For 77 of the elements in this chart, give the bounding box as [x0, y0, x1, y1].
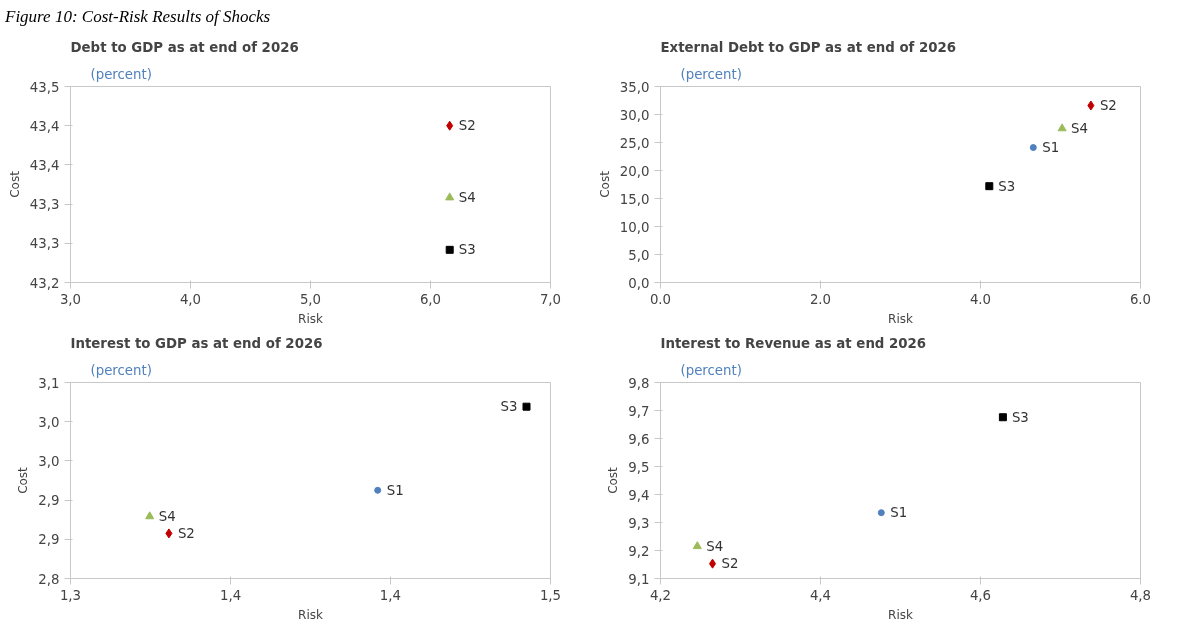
series-label: S3 [500, 399, 518, 415]
y-tick-label: 43,3 [29, 236, 60, 252]
y-tick-label: 9,8 [628, 375, 650, 391]
y-tick-label: 25,0 [619, 135, 650, 151]
y-tick-label: 30,0 [619, 107, 650, 123]
y-axis-title: Cost [597, 170, 612, 198]
series-label: S2 [177, 525, 195, 541]
series-label: S2 [1099, 98, 1117, 114]
chart-title: Debt to GDP as at end of 2026 [70, 39, 299, 55]
y-tick-label: 9,7 [628, 403, 650, 419]
chart-subtitle: (percent) [680, 66, 742, 82]
y-tick-label: 43,2 [29, 275, 60, 291]
y-tick-label: 2,9 [38, 532, 60, 548]
y-tick-label: 35,0 [619, 79, 650, 95]
series-label: S3 [1011, 409, 1029, 425]
series-label: S4 [458, 190, 476, 206]
series-label: S4 [706, 538, 724, 554]
y-tick-label: 2,8 [38, 571, 60, 587]
chart-title: Interest to Revenue as at end 2026 [660, 335, 927, 351]
chart-subtitle: (percent) [90, 66, 152, 82]
x-tick-label: 6.0 [1129, 291, 1152, 307]
x-tick-label: 4,8 [1129, 587, 1152, 603]
x-tick-label: 4,0 [179, 291, 202, 307]
y-tick-label: 43,5 [29, 79, 60, 95]
x-axis-title: Risk [298, 607, 323, 622]
y-tick-label: 20,0 [619, 163, 650, 179]
x-tick-label: 3,0 [59, 291, 82, 307]
series-label: S1 [890, 505, 908, 521]
x-tick-label: 1,3 [59, 587, 82, 603]
series-label: S3 [998, 178, 1016, 194]
y-tick-label: 10,0 [619, 219, 650, 235]
y-tick-label: 9,2 [628, 543, 650, 559]
y-axis-title: Cost [16, 466, 31, 494]
x-tick-label: 1,4 [379, 587, 402, 603]
x-axis-title: Risk [888, 311, 913, 326]
y-tick-label: 3,1 [38, 375, 60, 391]
y-tick-label: 9,5 [628, 459, 650, 475]
x-tick-label: 6,0 [419, 291, 442, 307]
series-label: S4 [158, 508, 176, 524]
x-tick-label: 4,2 [649, 587, 672, 603]
x-tick-label: 7,0 [539, 291, 562, 307]
x-axis-title: Risk [298, 311, 323, 326]
x-tick-label: 2.0 [809, 291, 832, 307]
y-tick-label: 15,0 [619, 191, 650, 207]
chart-subtitle: (percent) [680, 362, 742, 378]
y-tick-label: 43,4 [29, 157, 60, 173]
y-tick-label: 3,0 [38, 453, 60, 469]
x-tick-label: 1,4 [219, 587, 242, 603]
series-label: S2 [721, 556, 739, 572]
y-tick-label: 43,3 [29, 197, 60, 213]
chart-subtitle: (percent) [90, 362, 152, 378]
x-tick-label: 5,0 [299, 291, 322, 307]
chart-title: External Debt to GDP as at end of 2026 [660, 39, 957, 55]
x-axis-title: Risk [888, 607, 913, 622]
y-tick-label: 9,1 [628, 571, 650, 587]
series-label: S4 [1071, 121, 1089, 136]
x-tick-label: 4,4 [809, 587, 832, 603]
chart-title: Interest to GDP as at end of 2026 [70, 335, 323, 351]
y-tick-label: 0,0 [628, 275, 650, 291]
x-tick-label: 1,5 [539, 587, 562, 603]
series-label: S1 [1042, 140, 1060, 156]
y-tick-label: 43,4 [29, 118, 60, 134]
y-tick-label: 5,0 [628, 247, 650, 263]
x-tick-label: 0.0 [649, 291, 672, 307]
y-axis-title: Cost [7, 170, 22, 198]
series-label: S1 [386, 482, 404, 498]
x-tick-label: 4,6 [969, 587, 992, 603]
series-label: S3 [458, 242, 476, 258]
caption: Figure 10: Cost-Risk Results of Shocks [5, 6, 271, 28]
y-tick-label: 2,9 [38, 493, 60, 509]
y-tick-label: 9,6 [628, 431, 650, 447]
x-tick-label: 4.0 [969, 291, 992, 307]
series-label: S2 [458, 118, 476, 134]
y-tick-label: 9,4 [628, 487, 650, 503]
y-tick-label: 9,3 [628, 515, 650, 531]
y-tick-label: 3,0 [38, 414, 60, 430]
y-axis-title: Cost [606, 466, 621, 494]
